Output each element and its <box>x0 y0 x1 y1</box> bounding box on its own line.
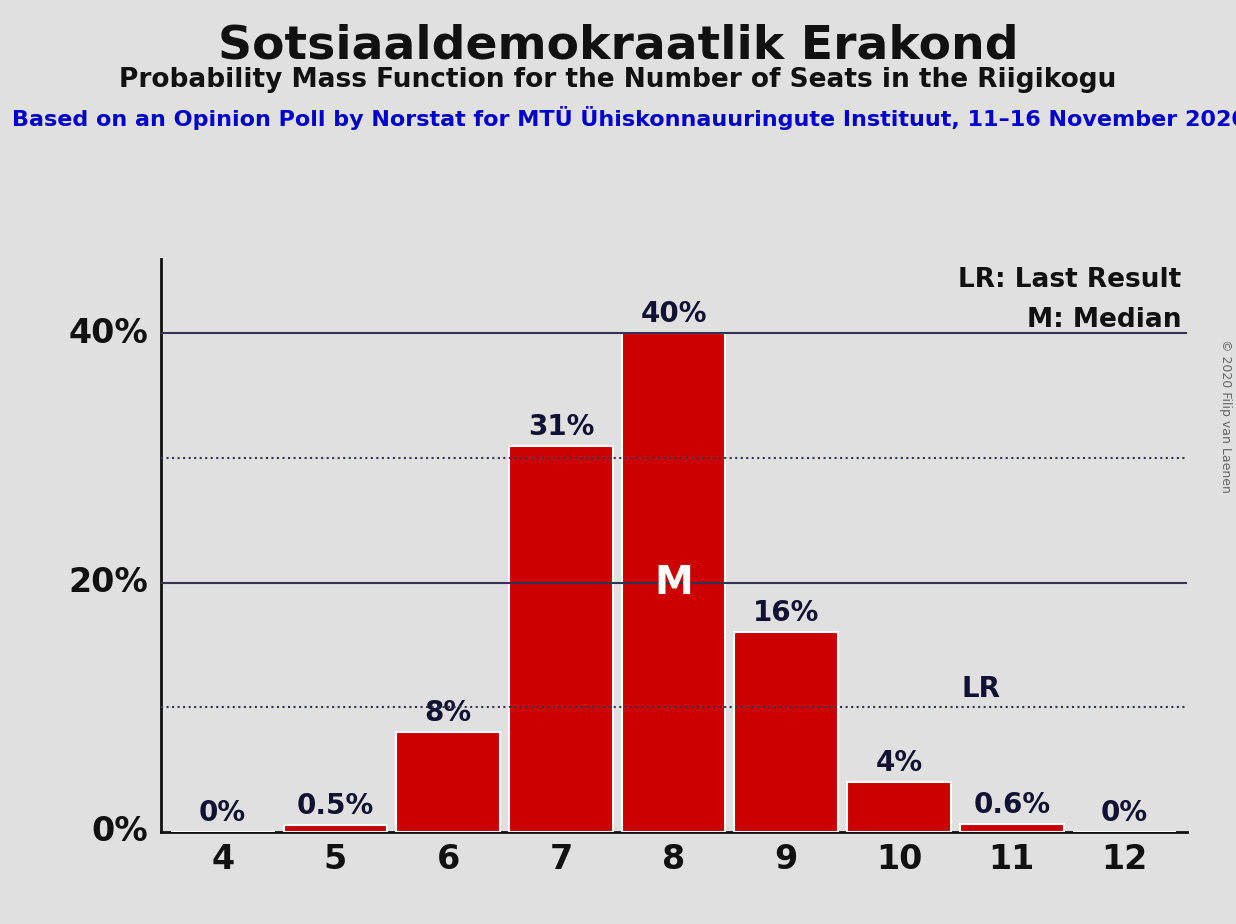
Text: © 2020 Filip van Laenen: © 2020 Filip van Laenen <box>1219 339 1232 492</box>
Text: 0.5%: 0.5% <box>297 793 375 821</box>
Text: 4%: 4% <box>875 748 922 777</box>
Text: 0%: 0% <box>199 798 246 827</box>
Text: 16%: 16% <box>753 600 819 627</box>
Text: M: M <box>654 564 693 602</box>
Text: LR: LR <box>962 675 1000 703</box>
Text: 0.6%: 0.6% <box>973 791 1051 820</box>
Text: 8%: 8% <box>425 699 472 727</box>
Bar <box>397 732 501 832</box>
Bar <box>283 825 387 832</box>
Bar <box>734 632 838 832</box>
Text: 20%: 20% <box>68 566 148 599</box>
Text: 31%: 31% <box>528 412 595 441</box>
Text: M: Median: M: Median <box>1027 308 1182 334</box>
Text: 0%: 0% <box>1101 798 1148 827</box>
Text: 40%: 40% <box>640 300 707 328</box>
Text: LR: Last Result: LR: Last Result <box>958 267 1182 293</box>
Text: Based on an Opinion Poll by Norstat for MTÜ Ühiskonnauuringute Instituut, 11–16 : Based on an Opinion Poll by Norstat for … <box>12 106 1236 130</box>
Text: Sotsiaaldemokraatlik Erakond: Sotsiaaldemokraatlik Erakond <box>218 23 1018 68</box>
Bar <box>509 445 613 832</box>
Text: 40%: 40% <box>68 317 148 350</box>
Bar <box>960 824 1064 832</box>
Bar <box>847 782 950 832</box>
Text: Probability Mass Function for the Number of Seats in the Riigikogu: Probability Mass Function for the Number… <box>120 67 1116 92</box>
Bar <box>622 334 726 832</box>
Text: 0%: 0% <box>91 815 148 848</box>
